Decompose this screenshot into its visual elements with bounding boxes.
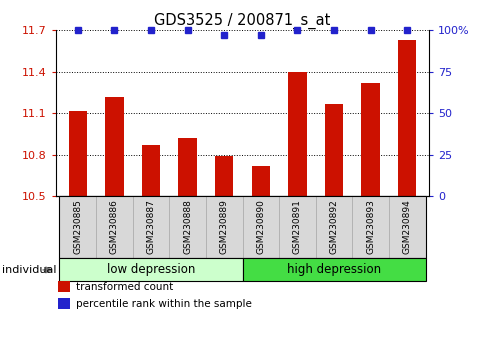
Bar [361,83,379,196]
Bar [388,196,424,258]
Text: GSM230885: GSM230885 [73,199,82,254]
Bar [242,258,424,281]
Text: GSM230890: GSM230890 [256,199,265,254]
Bar [315,196,351,258]
Bar [242,196,278,258]
Text: GSM230891: GSM230891 [292,199,302,254]
Text: GSM230886: GSM230886 [110,199,119,254]
Text: GSM230892: GSM230892 [329,199,338,254]
Bar [287,72,306,196]
Bar [206,196,242,258]
Text: high depression: high depression [287,263,380,276]
Bar [60,196,96,258]
Bar [133,196,169,258]
Bar [105,97,123,196]
Bar [58,298,69,309]
Text: GSM230894: GSM230894 [402,199,411,254]
Text: percentile rank within the sample: percentile rank within the sample [76,299,252,309]
Bar [351,196,388,258]
Text: transformed count: transformed count [76,282,173,292]
Bar [251,166,270,196]
Bar [169,196,206,258]
Title: GDS3525 / 200871_s_at: GDS3525 / 200871_s_at [154,12,330,29]
Text: GSM230888: GSM230888 [182,199,192,254]
Bar [60,258,242,281]
Bar [141,145,160,196]
Bar [214,156,233,196]
Text: GSM230893: GSM230893 [365,199,374,254]
Bar [278,196,315,258]
Text: GSM230889: GSM230889 [219,199,228,254]
Text: individual: individual [2,265,57,275]
Text: low depression: low depression [106,263,195,276]
Bar [324,104,343,196]
Bar [397,40,416,196]
Bar [178,138,197,196]
Bar [68,110,87,196]
Text: GSM230887: GSM230887 [146,199,155,254]
Bar [58,281,69,292]
Bar [96,196,133,258]
